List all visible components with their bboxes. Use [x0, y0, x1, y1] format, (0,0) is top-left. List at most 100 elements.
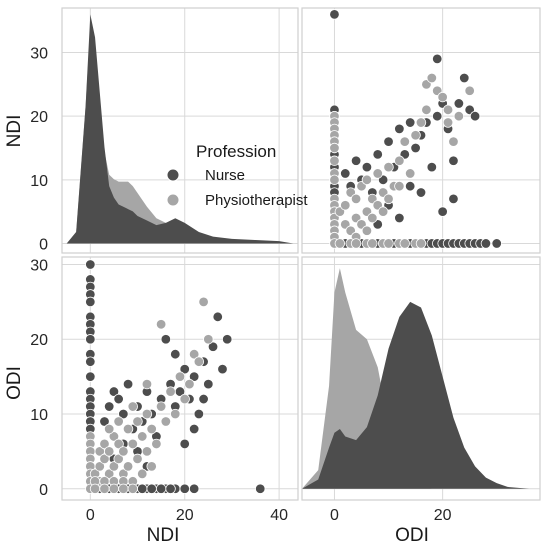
point-nurse [394, 212, 405, 224]
point-nurse [85, 334, 96, 345]
point-physiotherapist [108, 431, 120, 442]
point-nurse [108, 386, 120, 397]
point-nurse [340, 168, 351, 179]
point-physiotherapist [198, 296, 209, 308]
bl-xtick-label: 0 [86, 507, 95, 524]
odi-kde-panel: 0 20 [301, 256, 541, 524]
kde-area-nurse [66, 14, 294, 244]
point-physiotherapist [113, 416, 124, 427]
tl-ytick-label: 30 [30, 46, 48, 63]
odi-vs-ndi-scatter-panel: 0 10 20 30 0 20 40 [30, 256, 299, 524]
point-physiotherapist [118, 446, 129, 457]
point-physiotherapist [132, 416, 143, 427]
bl-ytick-label: 10 [30, 407, 48, 424]
point-physiotherapist [404, 168, 416, 179]
point-physiotherapist [127, 483, 139, 494]
point-nurse [85, 371, 96, 382]
point-physiotherapist [415, 117, 427, 128]
point-nurse [415, 187, 427, 198]
point-nurse [188, 423, 200, 435]
point-nurse [361, 161, 373, 173]
point-physiotherapist [367, 238, 378, 249]
point-physiotherapist [113, 438, 124, 450]
point-nurse [410, 142, 421, 154]
point-physiotherapist [127, 438, 139, 450]
point-physiotherapist [421, 104, 432, 116]
x-axis-label-right: ODI [395, 525, 429, 546]
point-nurse [137, 483, 148, 494]
point-nurse [329, 9, 340, 20]
point-physiotherapist [437, 91, 448, 103]
bl-frame [61, 256, 299, 501]
point-physiotherapist [453, 110, 465, 122]
point-physiotherapist [340, 200, 351, 211]
point-physiotherapist [329, 155, 340, 166]
point-physiotherapist [350, 193, 362, 205]
point-nurse [179, 483, 190, 494]
kde-area-physiotherapist [66, 25, 294, 244]
point-nurse [394, 123, 405, 135]
point-nurse [188, 483, 200, 494]
point-nurse [480, 238, 492, 249]
point-nurse [99, 416, 110, 427]
point-nurse [85, 259, 96, 270]
br-frame [301, 256, 541, 501]
point-nurse [491, 238, 502, 249]
y-axis-label-top: NDI [4, 115, 25, 148]
point-physiotherapist [383, 238, 394, 249]
point-physiotherapist [127, 401, 139, 412]
tl-ytick-label: 10 [30, 173, 48, 190]
point-nurse [212, 311, 223, 323]
point-nurse [179, 438, 190, 450]
point-physiotherapist [99, 453, 110, 465]
point-physiotherapist [141, 408, 153, 420]
point-nurse [160, 334, 172, 345]
point-physiotherapist [137, 431, 148, 442]
point-nurse [85, 356, 96, 367]
br-xtick-label: 20 [434, 507, 452, 524]
kde-area-physiotherapist [302, 268, 530, 489]
point-physiotherapist [372, 168, 383, 179]
point-physiotherapist [367, 212, 378, 224]
point-nurse [170, 349, 181, 360]
br-xtick-label: 0 [330, 507, 339, 524]
point-nurse [198, 393, 209, 405]
legend-label-physiotherapist: Physiotherapist [205, 192, 308, 209]
point-physiotherapist [160, 416, 172, 427]
point-physiotherapist [399, 136, 410, 147]
point-nurse [179, 363, 190, 375]
point-physiotherapist [146, 423, 157, 435]
point-physiotherapist [108, 483, 120, 494]
tl-ytick-label: 20 [30, 109, 48, 126]
tl-ytick-label: 0 [39, 236, 48, 253]
point-physiotherapist [141, 446, 153, 457]
point-physiotherapist [146, 461, 157, 472]
point-physiotherapist [122, 461, 134, 472]
point-physiotherapist [415, 238, 427, 249]
point-physiotherapist [442, 117, 454, 128]
point-physiotherapist [329, 174, 340, 186]
point-physiotherapist [410, 130, 421, 141]
legend-label-nurse: Nurse [205, 167, 245, 184]
point-physiotherapist [108, 461, 120, 472]
point-nurse [459, 72, 470, 84]
point-physiotherapist [179, 393, 190, 405]
point-physiotherapist [151, 438, 162, 450]
point-physiotherapist [464, 85, 475, 96]
point-physiotherapist [377, 206, 389, 217]
point-physiotherapist [94, 461, 105, 472]
legend-title: Profession [196, 142, 276, 161]
point-nurse [404, 180, 416, 192]
bl-ytick-label: 20 [30, 332, 48, 349]
ndi-vs-odi-scatter-panel [301, 7, 541, 254]
bl-ytick-label: 0 [39, 482, 48, 499]
point-nurse [85, 296, 96, 308]
point-physiotherapist [155, 401, 167, 412]
point-nurse [113, 393, 124, 405]
point-physiotherapist [155, 319, 167, 330]
point-nurse [217, 363, 228, 375]
ndi-kde-panel: 0 10 20 30 [30, 7, 299, 254]
point-physiotherapist [361, 225, 373, 236]
point-physiotherapist [103, 468, 115, 480]
point-physiotherapist [399, 238, 410, 249]
